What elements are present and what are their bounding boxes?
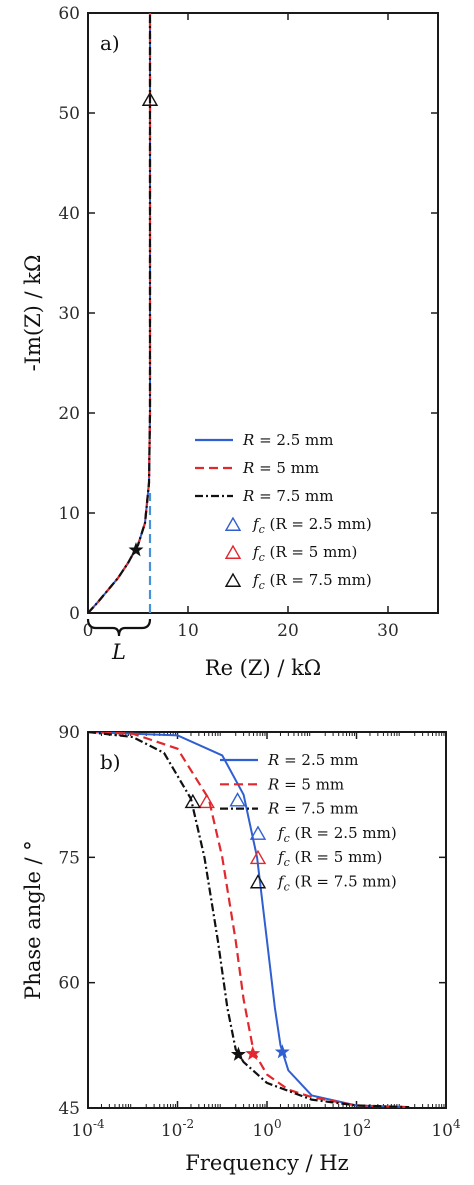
chart-1: 0 10 20 30 40 50 60 0 10 20 30 a) Re (Z) / kΩ -Im(Z) … [21, 4, 439, 680]
panel-label: a) [100, 31, 120, 55]
y-tick-label: 90 [58, 723, 80, 743]
fc-triangle-marker [198, 793, 215, 809]
fc-triangle-marker [184, 793, 202, 809]
y-tick-label: 60 [58, 4, 80, 24]
legend-triangle [249, 825, 267, 840]
x-axis-label: Re (Z) / kΩ [205, 656, 321, 680]
star-marker [245, 1045, 261, 1061]
y-tick-label: 40 [58, 204, 80, 224]
L-annotation: L [111, 640, 126, 664]
legend-label: R = 2.5 mm [267, 751, 358, 769]
legend-label: fc (R = 5 mm) [277, 848, 382, 869]
legend-label: R = 7.5 mm [267, 800, 358, 818]
legend-label: fc (R = 2.5 mm) [277, 824, 397, 845]
star-marker [230, 1046, 246, 1061]
legend: R = 2.5 mm R = 5 mm R = 7.5 mm fc (R = 2.5 … [220, 751, 397, 894]
x-tick-label: 102 [342, 1117, 371, 1141]
legend-triangle [249, 874, 267, 889]
series-line-2 [88, 732, 410, 1108]
y-tick-label: 10 [58, 504, 80, 524]
series-line-3 [88, 13, 152, 613]
legend-label: R = 5 mm [267, 775, 344, 793]
fc-triangle-marker [229, 792, 246, 807]
y-tick-label: 60 [58, 974, 80, 994]
series-line-3 [88, 732, 410, 1108]
legend-label: fc (R = 5 mm) [252, 543, 357, 564]
x-tick-label: 100 [252, 1117, 281, 1141]
x-tick-label: 20 [277, 621, 299, 641]
plot-frame [87, 731, 447, 1109]
legend-label: R = 2.5 mm [242, 431, 333, 449]
legend: R = 2.5 mm R = 5 mm R = 7.5 mm fc (R = 2.5 … [195, 431, 372, 592]
x-tick-label: 10-4 [71, 1117, 105, 1141]
x-tick-label: 10-2 [161, 1117, 194, 1141]
y-tick-label: 50 [58, 104, 80, 124]
legend-triangle [224, 544, 242, 559]
series-line-2 [88, 13, 152, 613]
chart-2: 45 60 75 90 10-4 10-2 100 102 104 b) Frequency / H… [21, 723, 461, 1175]
x-tick-label: 104 [431, 1117, 461, 1141]
y-axis-label: -Im(Z) / kΩ [21, 255, 45, 372]
x-axis-label: Frequency / Hz [185, 1151, 348, 1175]
x-tick-label: 10 [177, 621, 199, 641]
legend-triangle [224, 516, 242, 531]
legend-label: fc (R = 7.5 mm) [252, 571, 372, 592]
y-tick-label: 30 [58, 304, 80, 324]
series-group [88, 732, 410, 1108]
legend-label: fc (R = 7.5 mm) [277, 873, 397, 894]
legend-label: R = 7.5 mm [242, 487, 333, 505]
y-axis-label: Phase angle / ° [21, 840, 45, 1000]
y-tick-label: 75 [58, 848, 80, 868]
series-group [88, 13, 152, 613]
star-marker [128, 542, 144, 557]
panel-label: b) [100, 750, 121, 774]
L-brace [86, 618, 152, 637]
star-marker [274, 1044, 290, 1059]
legend-triangle [249, 849, 267, 865]
y-tick-label: 20 [58, 404, 80, 424]
x-tick-label: 30 [377, 621, 399, 641]
series-line-1 [88, 13, 151, 613]
x-tick-label: 0 [83, 621, 94, 641]
y-tick-label: 45 [58, 1099, 80, 1119]
series-line-1 [88, 732, 410, 1108]
legend-label: R = 5 mm [242, 459, 319, 477]
legend-triangle [224, 572, 242, 587]
legend-label: fc (R = 2.5 mm) [252, 515, 372, 536]
y-tick-label: 0 [69, 604, 80, 624]
fc-triangle-marker [141, 91, 159, 106]
